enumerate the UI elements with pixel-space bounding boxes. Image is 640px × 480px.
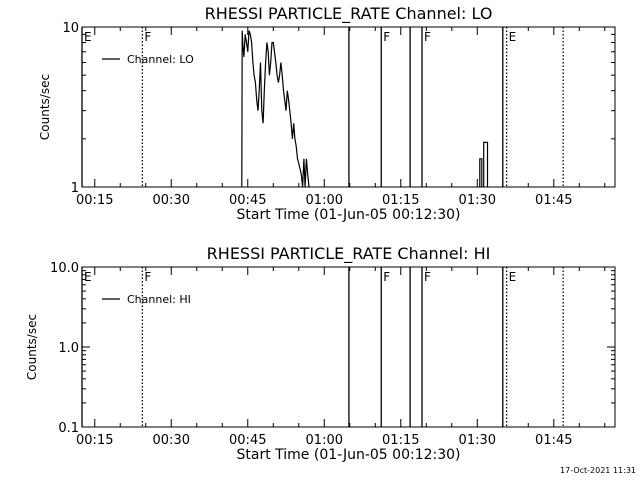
plot-title: RHESSI PARTICLE_RATE Channel: LO — [205, 4, 493, 24]
x-tick-label: 00:30 — [153, 193, 190, 208]
event-flag-label: F — [383, 30, 390, 44]
x-axis-label: Start Time (01-Jun-05 00:12:30) — [237, 447, 461, 463]
x-axis-label: Start Time (01-Jun-05 00:12:30) — [237, 207, 461, 223]
series-burst — [479, 141, 489, 187]
series-line-lo — [241, 30, 310, 188]
event-flag-label: E — [509, 270, 517, 284]
plot-title: RHESSI PARTICLE_RATE Channel: HI — [207, 244, 491, 264]
lo-channel-panel: RHESSI PARTICLE_RATE Channel: LO Start Ti… — [38, 4, 616, 223]
x-tick-label: 01:00 — [306, 433, 343, 448]
y-tick-label: 10.0 — [50, 261, 79, 276]
event-flag-label: F — [144, 30, 151, 44]
plot-timestamp: 17-Oct-2021 11:31 — [560, 466, 636, 475]
hi-channel-panel: RHESSI PARTICLE_RATE Channel: HI Start Ti… — [25, 244, 616, 463]
x-tick-label: 01:45 — [535, 193, 572, 208]
x-tick-label: 00:15 — [76, 193, 113, 208]
y-tick-label: 0.1 — [58, 421, 79, 436]
y-axis-label: Counts/sec — [38, 74, 52, 140]
legend-label: Channel: LO — [127, 53, 194, 66]
y-tick-label: 1 — [71, 181, 79, 196]
event-flag-label: E — [84, 30, 92, 44]
event-flag-label: E — [509, 30, 517, 44]
x-tick-label: 00:15 — [76, 433, 113, 448]
y-tick-label: 1.0 — [58, 341, 79, 356]
x-tick-label: 00:45 — [229, 193, 266, 208]
x-tick-label: 00:45 — [229, 433, 266, 448]
y-axis-label: Counts/sec — [25, 314, 39, 380]
event-flag-label: F — [424, 270, 431, 284]
x-tick-label: 01:15 — [382, 433, 419, 448]
x-tick-label: 01:45 — [535, 433, 572, 448]
y-tick-label: 10 — [62, 21, 79, 36]
event-flag-label: E — [84, 270, 92, 284]
x-tick-label: 01:30 — [459, 433, 496, 448]
event-flag-label: F — [383, 270, 390, 284]
event-flag-label: F — [144, 270, 151, 284]
event-flag-label: F — [424, 30, 431, 44]
legend-label: Channel: HI — [127, 293, 191, 306]
x-tick-label: 01:00 — [306, 193, 343, 208]
x-tick-label: 01:30 — [459, 193, 496, 208]
x-tick-label: 01:15 — [382, 193, 419, 208]
x-tick-label: 00:30 — [153, 433, 190, 448]
